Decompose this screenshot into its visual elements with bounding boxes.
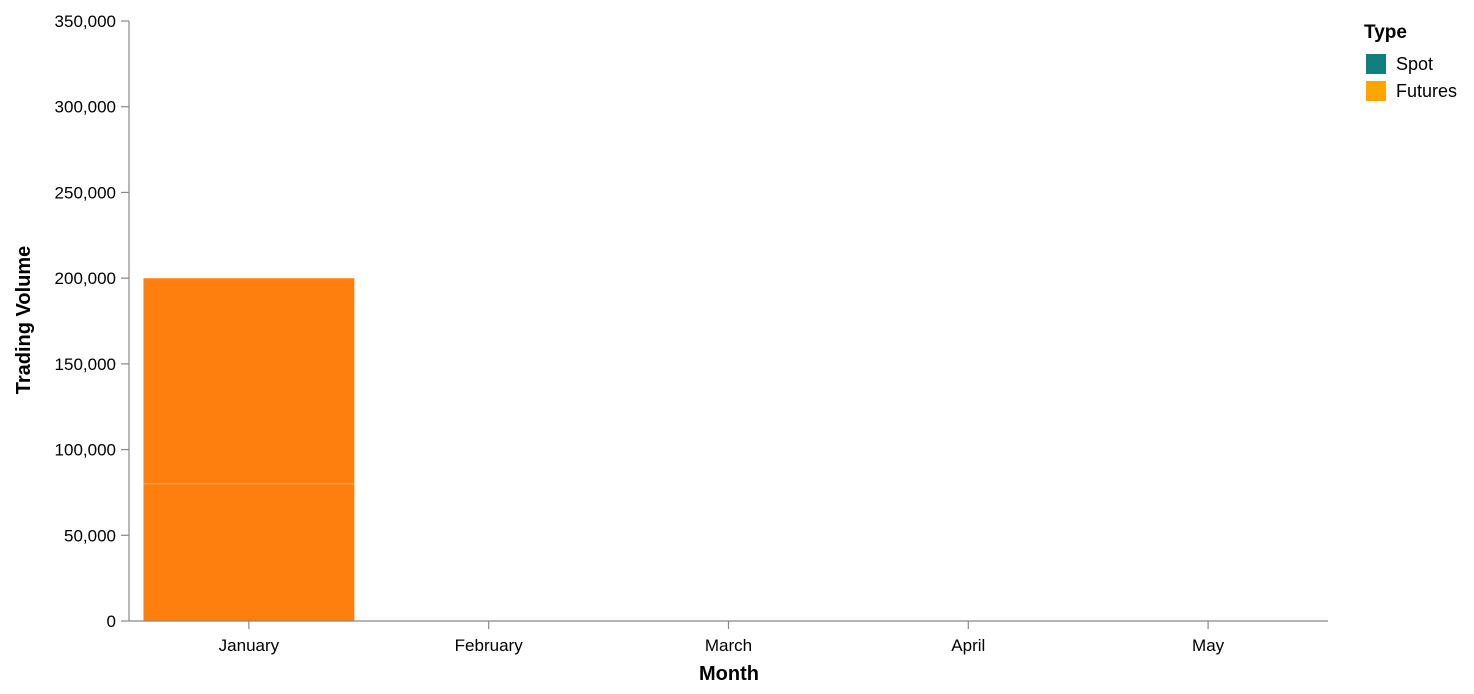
y-tick-label: 350,000 [55,12,116,31]
legend-label-futures: Futures [1396,81,1457,101]
y-tick-label: 0 [107,612,116,631]
y-tick-label: 50,000 [64,526,116,545]
x-axis-title: Month [699,663,759,685]
bars-layer [143,277,355,622]
legend-swatch-futures [1366,81,1386,101]
legend-title: Type [1364,22,1407,43]
bar-futures-january [143,277,355,485]
x-tick-label: May [1192,636,1225,655]
y-axis-title: Trading Volume [13,246,35,395]
y-tick-label: 250,000 [55,183,116,202]
x-tick-label: March [705,636,752,655]
y-tick-label: 300,000 [55,98,116,117]
y-axis: 0 50,000 100,000 150,000 200,000 250,000 300,0… [55,12,130,631]
y-tick-label: 200,000 [55,269,116,288]
bar-spot-january [143,483,355,622]
x-tick-label: February [455,636,524,655]
legend-label-spot: Spot [1396,54,1433,74]
legend: Type Spot Futures [1364,22,1457,101]
y-tick-label: 100,000 [55,441,116,460]
legend-swatch-spot [1366,54,1386,74]
x-tick-label: April [951,636,985,655]
y-tick-label: 150,000 [55,355,116,374]
x-axis: January February March April May [129,620,1328,655]
x-tick-label: January [219,636,280,655]
